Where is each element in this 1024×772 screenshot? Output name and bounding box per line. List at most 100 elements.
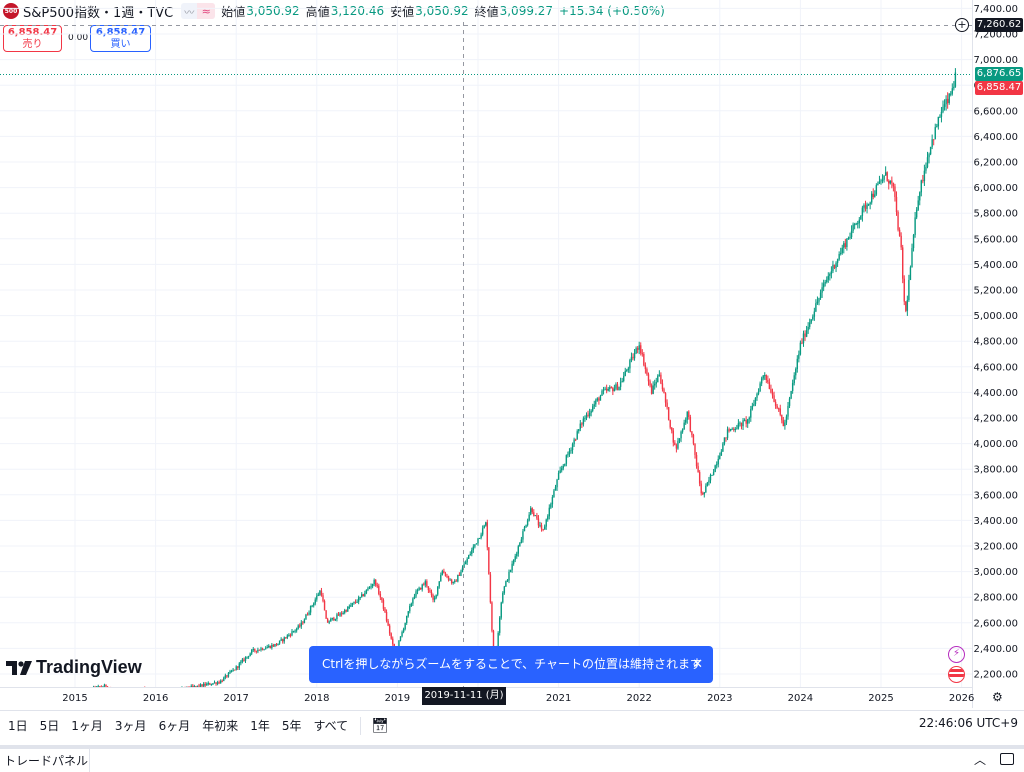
candle-body: [308, 612, 310, 615]
settings-icon[interactable]: ⚙: [992, 690, 1003, 704]
candle-body: [247, 656, 250, 658]
candle-body: [423, 584, 425, 586]
candle-body: [874, 194, 876, 197]
candle-body: [240, 661, 242, 664]
range-6m[interactable]: 6ヶ月: [158, 719, 191, 733]
candle-body: [871, 193, 873, 203]
y-tick-label: 5,400.00: [973, 260, 1018, 271]
candle-body: [564, 463, 566, 466]
candle-body: [847, 238, 850, 240]
range-ytd[interactable]: 年初来: [202, 719, 239, 733]
trade-panel-title[interactable]: トレードパネル: [4, 754, 89, 768]
range-all[interactable]: すべて: [313, 719, 349, 733]
candle-body: [238, 663, 240, 668]
candle-body: [712, 472, 715, 475]
y-tick-label: 4,200.00: [973, 414, 1018, 425]
range-5y[interactable]: 5年: [281, 719, 302, 733]
x-tick-label: 2016: [143, 693, 168, 704]
candle-body: [897, 212, 899, 230]
candle-body: [592, 406, 594, 411]
candle-body: [399, 636, 402, 641]
toolbar-divider: [360, 716, 362, 735]
close-icon[interactable]: ✕: [692, 657, 703, 672]
candle-body: [503, 586, 506, 593]
candle-body: [723, 437, 726, 444]
candle-body: [928, 154, 930, 158]
us-flag-icon[interactable]: [948, 666, 965, 683]
candle-body: [213, 682, 216, 684]
calendar-goto-icon[interactable]: 📅︎: [371, 717, 389, 734]
candle-body: [708, 480, 710, 483]
candle-body: [725, 437, 727, 439]
candle-body: [753, 404, 755, 406]
range-1m[interactable]: 1ヶ月: [71, 719, 103, 733]
x-tick-label: 2019: [385, 693, 410, 704]
candle-body: [229, 671, 231, 673]
candle-body: [317, 594, 320, 596]
clock[interactable]: 22:46:06 UTC+9: [918, 716, 1018, 730]
candle-body: [235, 666, 237, 670]
candle-body: [433, 597, 436, 600]
candle-body: [480, 534, 482, 538]
range-5d[interactable]: 5日: [39, 719, 60, 733]
range-1y[interactable]: 1年: [250, 719, 270, 733]
candle-body: [694, 443, 696, 455]
chart-style-toggle[interactable]: 〰 ≈: [181, 3, 216, 19]
candle-body: [468, 555, 470, 559]
candle-body: [339, 613, 341, 616]
candle-body: [604, 388, 606, 390]
symbol-title[interactable]: S&P500指数・1週・TVC: [23, 5, 174, 21]
chevron-up-icon[interactable]: ︿: [974, 753, 987, 767]
candle-body: [595, 400, 597, 405]
candle-body: [866, 204, 868, 209]
crosshair-date-tag: 2019-11-11 (月): [422, 687, 506, 705]
candle-body: [737, 423, 740, 429]
candle-body: [243, 659, 245, 661]
candle-body: [881, 179, 884, 181]
candle-body: [499, 617, 501, 633]
tradingview-logo[interactable]: TradingView: [6, 657, 142, 678]
candle-body: [525, 525, 527, 528]
candle-body: [884, 172, 887, 176]
candle-body: [672, 430, 674, 443]
candle-body: [705, 485, 707, 493]
candle-body: [613, 388, 616, 392]
candle-body: [517, 546, 519, 554]
candle-body: [547, 516, 549, 520]
candle-body: [830, 271, 833, 274]
candle-body: [641, 353, 643, 355]
candle-body: [742, 420, 744, 427]
candle-body: [759, 383, 761, 392]
candle-body: [587, 414, 589, 416]
maximize-icon[interactable]: [1000, 753, 1014, 765]
candle-body: [793, 375, 795, 384]
candle-body: [206, 683, 208, 686]
candle-body: [440, 575, 442, 582]
candle-body: [385, 612, 388, 621]
candle-body: [336, 614, 338, 620]
candle-body: [334, 619, 337, 621]
candle-body: [224, 675, 227, 678]
price-chart[interactable]: 2,200.00 2,400.00 2,600.00 2,800.00 3,000.00…: [0, 0, 1024, 708]
candle-body: [367, 588, 369, 590]
candle-body: [864, 205, 867, 209]
compare-icon[interactable]: ≈: [197, 3, 216, 19]
y-tick-label: 7,000.00: [973, 55, 1018, 66]
candle-body: [598, 398, 600, 401]
range-1d[interactable]: 1日: [8, 719, 28, 733]
candle-body: [227, 672, 230, 677]
lightning-icon[interactable]: ⚡: [948, 646, 965, 663]
candle-body: [306, 614, 309, 616]
candle-body: [898, 229, 901, 236]
add-alert-icon[interactable]: +: [955, 18, 969, 32]
range-3m[interactable]: 3ヶ月: [114, 719, 147, 733]
candle-body: [331, 617, 333, 619]
candle-body: [663, 389, 665, 394]
candle-body: [609, 387, 611, 389]
candles-icon[interactable]: 〰: [184, 7, 195, 19]
candle-body: [342, 612, 344, 615]
candle-body: [559, 470, 561, 473]
y-tick-label: 6,000.00: [973, 183, 1018, 194]
candle-body: [282, 639, 284, 642]
candle-body: [406, 615, 408, 624]
